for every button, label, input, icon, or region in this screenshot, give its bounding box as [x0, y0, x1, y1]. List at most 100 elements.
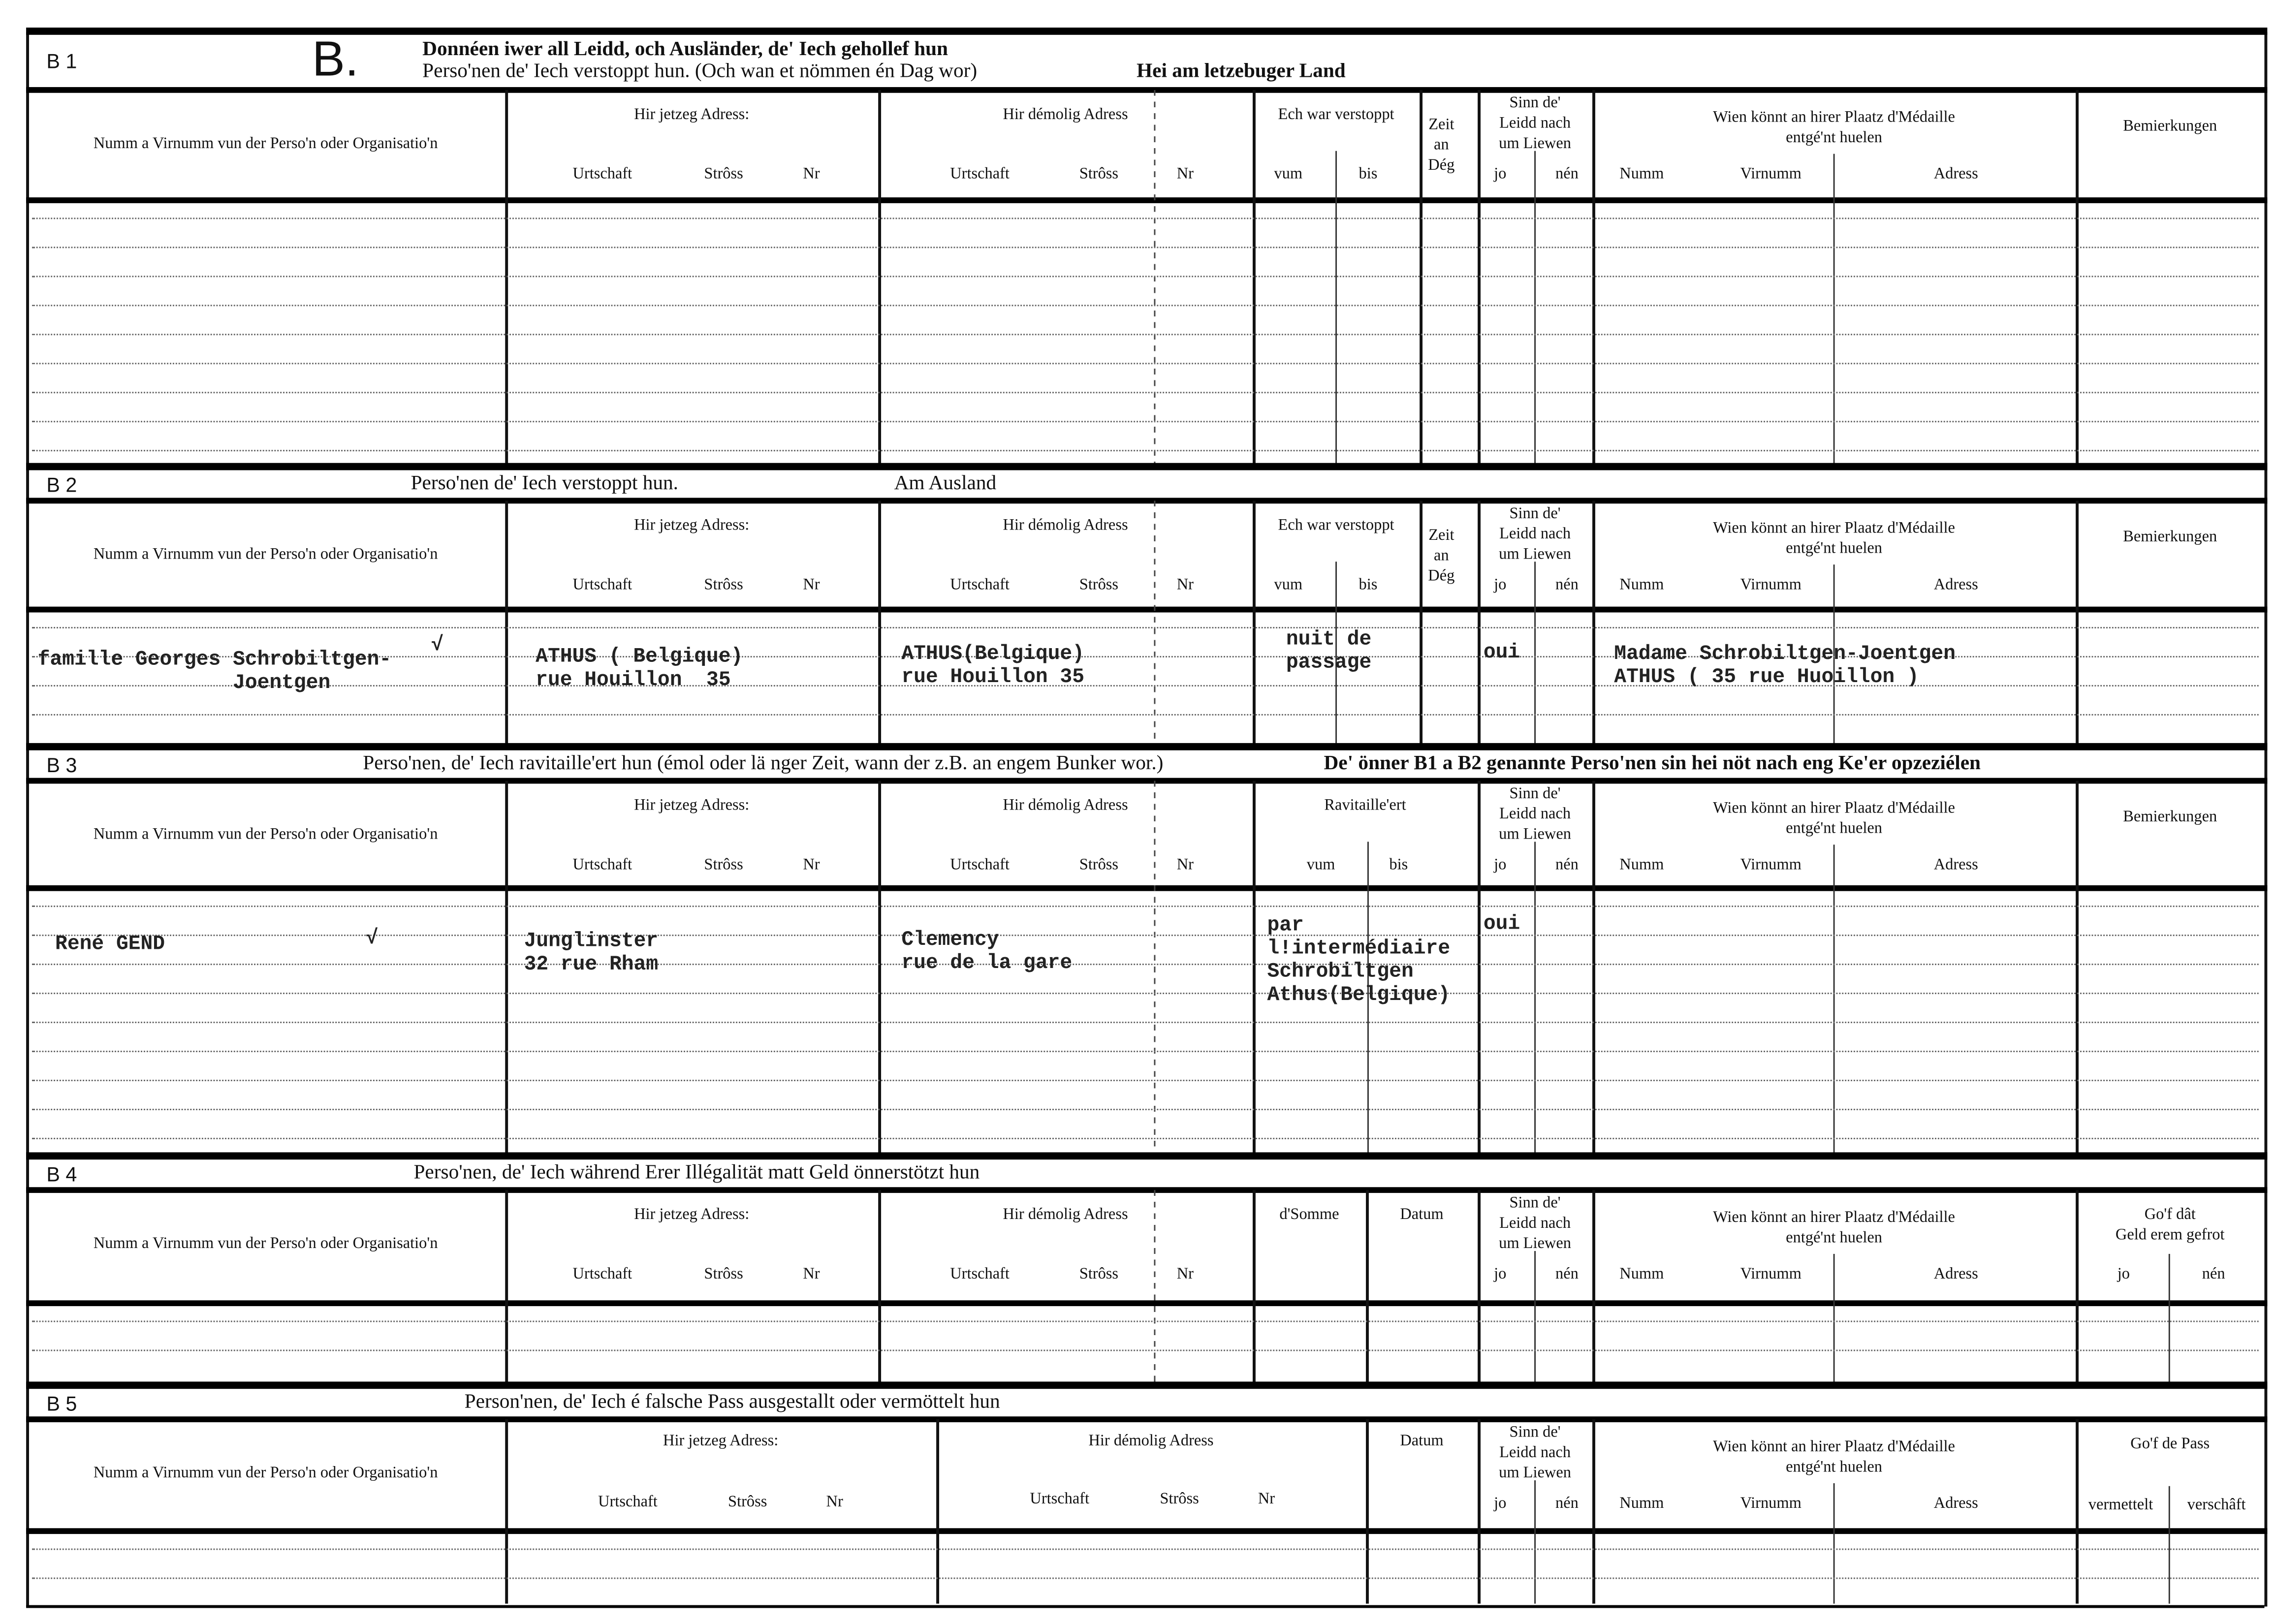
- header-label-yes: jo: [1494, 1265, 1507, 1283]
- column-divider: [1252, 1190, 1256, 1386]
- header-label-from: vum: [1306, 856, 1335, 874]
- header-label-town: Urtschaft: [950, 1265, 1010, 1283]
- header-label-hidden: Ech war verstoppt: [1278, 516, 1394, 534]
- entry-b3-former[interactable]: Clemency rue de la gare: [901, 929, 1073, 975]
- column-divider: [505, 1190, 508, 1386]
- entry-row-line: [32, 1577, 2259, 1579]
- entry-b3-current[interactable]: Junglinster 32 rue Rham: [524, 930, 659, 977]
- header-label-remarks: Bemierkungen: [2123, 117, 2217, 135]
- header-label-medal: Wien könnt an hirer Plaatz d'Médaille en…: [1713, 109, 1955, 147]
- column-divider: [2076, 781, 2079, 1157]
- column-divider: [1252, 90, 1256, 468]
- header-label-firstname: Virnumm: [1740, 1495, 1802, 1512]
- entry-b2-check[interactable]: √: [431, 634, 443, 657]
- header-label-medal: Wien könnt an hirer Plaatz d'Médaille en…: [1713, 519, 1955, 558]
- entry-row-line: [32, 218, 2259, 219]
- subcolumn-divider: [1534, 151, 1536, 468]
- entry-row-line: [32, 1022, 2259, 1024]
- section-mark-b: B.: [312, 31, 359, 87]
- header-label-yes: jo: [1494, 856, 1507, 874]
- header-label-town: Urtschaft: [1030, 1490, 1090, 1508]
- header-label-nr: Nr: [803, 165, 820, 183]
- section-b2-body-rule: [26, 606, 2268, 613]
- header-label-nr: Nr: [1176, 576, 1194, 594]
- entry-b3-alive-yes[interactable]: oui: [1483, 912, 1520, 937]
- entry-b2-current[interactable]: ATHUS ( Belgique) rue Houillon 35: [536, 646, 743, 692]
- header-label-name: Numm a Virnumm vun der Perso'n oder Orga…: [93, 545, 438, 563]
- subcolumn-divider: [2168, 1253, 2170, 1386]
- section-b5-body-rule: [26, 1528, 2268, 1534]
- header-label-from: vum: [1274, 165, 1303, 183]
- header-label-remarks: Bemierkungen: [2123, 808, 2217, 826]
- entry-row-line: [32, 363, 2259, 365]
- header-label-sum: d'Somme: [1279, 1206, 1339, 1224]
- entry-b3-name[interactable]: René GEND: [55, 933, 165, 957]
- column-divider: [1478, 1190, 1481, 1386]
- section-b1-body-rule: [26, 197, 2268, 203]
- entry-row-line: [32, 1320, 2259, 1322]
- subcolumn-divider: [1154, 781, 1156, 1157]
- header-label-date: Datum: [1400, 1432, 1444, 1450]
- entry-b2-former[interactable]: ATHUS(Belgique) rue Houillon 35: [901, 643, 1084, 689]
- entry-b2-medal[interactable]: Madame Schrobiltgen-Joentgen ATHUS ( 35 …: [1614, 643, 1956, 689]
- entry-row-line: [32, 305, 2259, 307]
- section-b4-body-rule: [26, 1300, 2268, 1307]
- column-divider: [1366, 1190, 1369, 1386]
- column-divider: [505, 500, 508, 748]
- header-label-medal: Wien könnt an hirer Plaatz d'Médaille en…: [1713, 1438, 1955, 1476]
- header-label-medal: Wien könnt an hirer Plaatz d'Médaille en…: [1713, 1209, 1955, 1247]
- header-label-town: Urtschaft: [950, 165, 1010, 183]
- section-b3-body-rule: [26, 885, 2268, 891]
- entry-b3-check[interactable]: √: [366, 927, 378, 951]
- entry-b2-hidden[interactable]: nuit de passage: [1286, 628, 1372, 675]
- entry-row-line: [32, 450, 2259, 452]
- header-label-pass: Go'f de Pass: [2130, 1435, 2210, 1453]
- header-label-firstname: Virnumm: [1740, 856, 1802, 874]
- column-divider: [878, 781, 882, 1157]
- section-title: Perso'nen, de' Iech während Erer Illégal…: [413, 1162, 980, 1185]
- section-title: Perso'nen, de' Iech ravitaille'ert hun (…: [363, 753, 1164, 775]
- header-label-address: Adress: [1933, 1495, 1978, 1512]
- entry-b2-alive-yes[interactable]: oui: [1483, 641, 1520, 665]
- header-label-nr: Nr: [826, 1493, 843, 1511]
- header-label-address: Adress: [1933, 1265, 1978, 1283]
- entry-row-line: [32, 1109, 2259, 1110]
- entry-row-line: [32, 993, 2259, 995]
- header-label-arranged: vermettelt: [2088, 1496, 2153, 1514]
- column-divider: [1592, 500, 1595, 748]
- header-label-former: Hir démolig Adress: [1088, 1432, 1214, 1450]
- column-divider: [878, 500, 882, 748]
- header-label-days: Zeit an Dég: [1428, 116, 1455, 174]
- column-divider: [1478, 90, 1481, 468]
- section-code: B 4: [46, 1161, 77, 1185]
- header-label-street: Strôss: [728, 1493, 767, 1511]
- header-label-current: Hir jetzeg Adress:: [634, 106, 750, 124]
- subcolumn-divider: [1534, 1480, 1536, 1604]
- entry-row-line: [32, 1138, 2259, 1139]
- column-divider: [2076, 90, 2079, 468]
- header-label-town: Urtschaft: [950, 856, 1010, 874]
- header-label-remarks: Bemierkungen: [2123, 528, 2217, 546]
- header-label-former: Hir démolig Adress: [1003, 1206, 1128, 1224]
- column-divider: [936, 1419, 940, 1604]
- section-b1-header-rule: [26, 87, 2268, 93]
- entry-row-line: [32, 247, 2259, 249]
- header-label-no: nén: [1555, 1495, 1579, 1512]
- header-label-street: Strôss: [1079, 856, 1119, 874]
- section-code: B 2: [46, 472, 77, 496]
- entry-b2-name[interactable]: famille Georges Schrobiltgen- Joentgen: [37, 649, 392, 695]
- frame-left: [26, 31, 29, 1607]
- entry-b3-supplied[interactable]: par l!intermédiaire Schrobiltgen Athus(B…: [1267, 914, 1451, 1007]
- column-divider: [878, 90, 882, 468]
- entry-row-line: [32, 1051, 2259, 1053]
- column-divider: [1478, 781, 1481, 1157]
- section-location: Am Ausland: [894, 473, 997, 495]
- header-label-alive: Sinn de' Leidd nach um Liewen: [1499, 1423, 1571, 1482]
- section-code: B 3: [46, 752, 77, 776]
- subcolumn-divider: [1534, 842, 1536, 1157]
- header-label-alive: Sinn de' Leidd nach um Liewen: [1499, 785, 1571, 843]
- header-label-surname: Numm: [1619, 856, 1664, 874]
- header-label-street: Strôss: [1079, 1265, 1119, 1283]
- header-label-no: nén: [1555, 165, 1579, 183]
